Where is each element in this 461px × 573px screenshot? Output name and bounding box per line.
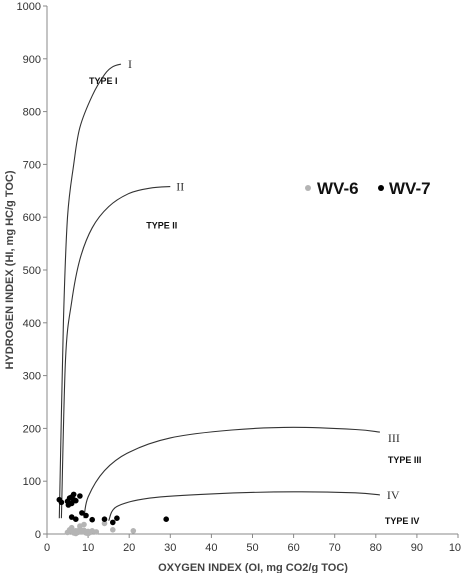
curve-type-ii xyxy=(60,186,171,519)
legend-marker-wv-7 xyxy=(378,185,384,191)
x-tick-label: 90 xyxy=(411,542,423,554)
y-tick-label: 300 xyxy=(23,371,41,383)
y-tick-label: 700 xyxy=(23,159,41,171)
data-point xyxy=(163,516,169,522)
curve-type-i xyxy=(58,63,122,519)
x-tick-label: 40 xyxy=(205,542,217,554)
data-point xyxy=(77,493,83,499)
curve-label-type-i: I xyxy=(128,57,132,71)
data-point xyxy=(101,520,108,527)
data-point xyxy=(114,515,120,521)
x-axis-ticks: 0 10 20 30 40 50 60 70 80 90 100 xyxy=(44,534,461,554)
data-point xyxy=(79,510,85,516)
data-point xyxy=(73,516,79,522)
curve-label-type-iii: III xyxy=(388,431,400,445)
series-wv-6 xyxy=(64,520,137,537)
data-point xyxy=(89,516,95,523)
curve-label-type-iv: IV xyxy=(387,488,400,502)
data-point xyxy=(68,524,75,531)
data-point xyxy=(83,512,89,519)
data-point xyxy=(73,497,79,504)
x-tick-label: 60 xyxy=(287,542,299,554)
x-axis-title: OXYGEN INDEX (OI, mg CO2/g TOC) xyxy=(158,562,348,573)
data-point xyxy=(93,529,100,535)
legend: WV-6 WV-7 xyxy=(305,179,431,198)
y-tick-label: 600 xyxy=(23,212,41,224)
data-series xyxy=(56,491,169,537)
data-point xyxy=(130,528,137,534)
y-axis-ticks: 0 100 200 300 400 500 600 700 800 900 1000 xyxy=(17,1,47,541)
y-tick-label: 100 xyxy=(23,476,41,488)
legend-label-wv-7: WV-7 xyxy=(389,179,431,198)
data-point xyxy=(85,530,91,537)
data-point xyxy=(101,516,108,522)
data-point xyxy=(70,491,77,498)
x-tick-label: 70 xyxy=(329,542,341,554)
x-tick-label: 30 xyxy=(164,542,176,554)
y-tick-label: 800 xyxy=(23,107,41,119)
y-tick-label: 900 xyxy=(23,54,41,66)
x-tick-label: 10 xyxy=(82,542,94,554)
kerogen-label-type-i: TYPE I xyxy=(89,76,118,86)
x-tick-label: 80 xyxy=(370,542,382,554)
curve-type-iv xyxy=(108,491,380,522)
series-wv-7 xyxy=(56,491,169,526)
y-tick-label: 0 xyxy=(35,529,41,541)
data-point xyxy=(58,499,65,506)
y-tick-label: 200 xyxy=(23,423,41,435)
legend-label-wv-6: WV-6 xyxy=(317,179,359,198)
data-point xyxy=(110,527,116,533)
y-tick-label: 1000 xyxy=(17,1,41,13)
data-point xyxy=(81,521,87,528)
legend-marker-wv-6 xyxy=(305,185,311,191)
kerogen-label-type-iii: TYPE III xyxy=(388,455,422,465)
data-point xyxy=(110,519,116,526)
x-tick-label: 50 xyxy=(246,542,258,554)
y-tick-label: 400 xyxy=(23,318,41,330)
y-axis-title: HYDROGEN INDEX (HI, mg HC/g TOC) xyxy=(4,170,16,369)
curve-type-iii xyxy=(83,426,380,519)
kerogen-label-type-ii: TYPE II xyxy=(146,221,177,231)
x-tick-label: 20 xyxy=(123,542,135,554)
curve-label-type-ii: II xyxy=(176,180,184,194)
y-tick-label: 500 xyxy=(23,265,41,277)
x-tick-label: 100 xyxy=(449,542,461,554)
x-tick-label: 0 xyxy=(44,542,50,554)
kerogen-label-type-iv: TYPE IV xyxy=(385,516,420,526)
data-point xyxy=(73,530,79,537)
